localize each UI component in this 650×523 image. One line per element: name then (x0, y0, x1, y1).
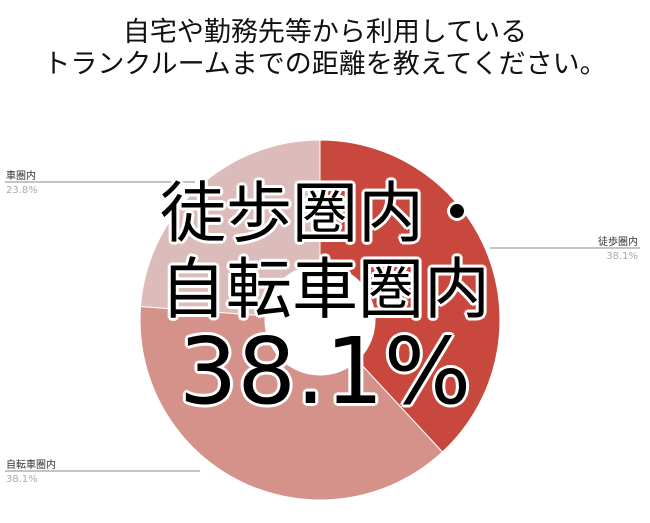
overlay-text-line-1: 徒歩圏内・ (160, 175, 490, 252)
slice-1 (139, 305, 444, 501)
chart-title-line-1: 自宅や勤務先等から利用している (122, 17, 528, 48)
value-car: 23.8% (6, 185, 38, 196)
value-walk: 38.1% (606, 251, 638, 262)
slice-2 (139, 139, 321, 317)
overlay-text-percent: 38.1% (178, 318, 472, 425)
label-car: 車圏内 (6, 171, 36, 182)
value-bike: 38.1% (6, 474, 38, 485)
chart-title-line-2: トランクルームまでの距離を教えてください。 (43, 49, 607, 80)
overlay-text-line-2: 自転車圏内 (160, 251, 490, 328)
label-walk: 徒歩圏内 (598, 237, 638, 248)
label-bike: 自転車圏内 (6, 460, 56, 471)
slice-0 (319, 139, 501, 453)
